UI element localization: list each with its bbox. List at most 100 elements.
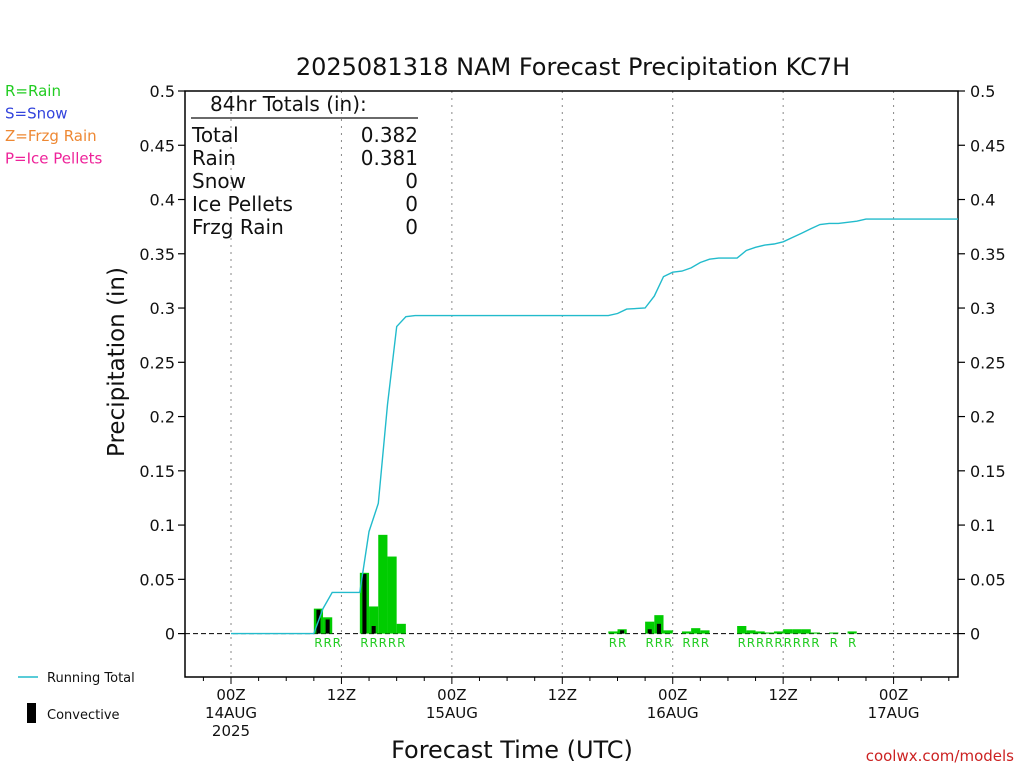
precip-bar (829, 632, 839, 634)
type-marker: R (655, 636, 663, 650)
totals-row-value: 0 (405, 169, 418, 193)
totals-row-value: 0.381 (361, 146, 418, 170)
precip-bar (755, 631, 765, 634)
totals-row-label: Ice Pellets (192, 192, 293, 216)
x-tick-label: 17AUG (868, 704, 920, 722)
x-tick-label: 14AUG (205, 704, 257, 722)
totals-row-value: 0 (405, 192, 418, 216)
precip-bar (746, 630, 756, 634)
convective-bar (371, 625, 376, 634)
type-marker: R (756, 636, 764, 650)
precip-bar (792, 629, 802, 634)
type-marker: R (314, 636, 322, 650)
convective-bar (325, 619, 330, 634)
y-tick-label: 0.35 (139, 245, 175, 264)
totals-row-label: Total (191, 123, 239, 147)
type-legend-entry: P=Ice Pellets (5, 150, 102, 168)
right-y-axis: 0 0.05 0.1 0.15 0.2 0.25 0.3 0.35 0.4 0.45 0.5 (958, 82, 1006, 644)
type-marker: R (765, 636, 773, 650)
x-tick-label: 12Z (548, 686, 577, 704)
x-axis-label: Forecast Time (UTC) (391, 736, 633, 764)
y-tick-label: 0.4 (150, 191, 175, 210)
precip-type-legend: R=Rain S=Snow Z=Frzg Rain P=Ice Pellets (5, 82, 102, 168)
type-marker: R (379, 636, 387, 650)
type-marker: R (388, 636, 396, 650)
type-marker: R (618, 636, 626, 650)
convective-swatch (27, 703, 36, 723)
precip-bar (396, 623, 406, 634)
type-marker: R (323, 636, 331, 650)
y-tick-label: 0 (165, 625, 175, 644)
y-tick-label-right: 0.1 (970, 516, 995, 535)
type-legend-entry: S=Snow (5, 105, 68, 123)
x-tick-label: 16AUG (647, 704, 699, 722)
type-marker: R (774, 636, 782, 650)
type-marker: R (664, 636, 672, 650)
x-tick-label: 12Z (327, 686, 356, 704)
running-total-line (231, 218, 958, 635)
totals-row-label: Snow (192, 169, 246, 193)
type-marker: R (646, 636, 654, 650)
totals-row-label: Frzg Rain (192, 215, 284, 239)
type-marker: R (848, 636, 856, 650)
precip-bar (737, 625, 747, 634)
precip-bar (773, 631, 784, 634)
y-tick-label-right: 0.4 (970, 191, 995, 210)
y-tick-label: 0.45 (139, 136, 175, 155)
y-tick-label-right: 0.25 (970, 353, 1006, 372)
series-legend: Running Total Convective (18, 671, 135, 723)
y-tick-label-right: 0.35 (970, 245, 1006, 264)
precip-bar (847, 631, 857, 634)
type-marker: R (793, 636, 801, 650)
type-marker: R (811, 636, 819, 650)
precip-bar (369, 606, 379, 634)
convective-legend-label: Convective (47, 708, 120, 723)
type-marker: R (692, 636, 700, 650)
x-tick-label: 2025 (212, 722, 250, 740)
type-marker: R (738, 636, 746, 650)
y-tick-label: 0.2 (150, 408, 175, 427)
precip-bar (663, 630, 673, 634)
running-total-legend-label: Running Total (47, 671, 135, 686)
y-tick-label-right: 0.05 (970, 570, 1006, 589)
y-tick-label-right: 0.3 (970, 299, 995, 318)
y-tick-label: 0.5 (150, 82, 175, 101)
x-tick-label: 00Z (437, 686, 466, 704)
type-marker: R (830, 636, 838, 650)
type-marker: R (397, 636, 405, 650)
y-tick-label-right: 0.15 (970, 462, 1006, 481)
type-marker: R (701, 636, 709, 650)
totals-row-label: Rain (192, 146, 236, 170)
totals-row-value: 0.382 (361, 123, 418, 147)
type-marker: R (609, 636, 617, 650)
precip-bar (645, 621, 655, 634)
y-tick-label: 0.15 (139, 462, 175, 481)
convective-bar (656, 623, 661, 634)
y-tick-label-right: 0.2 (970, 408, 995, 427)
precip-bar (387, 556, 397, 634)
precip-bar (764, 632, 774, 634)
precip-bar (801, 629, 811, 634)
x-tick-label: 00Z (658, 686, 687, 704)
type-legend-entry: Z=Frzg Rain (5, 127, 97, 145)
convective-bar (362, 573, 367, 634)
convective-bar (647, 629, 652, 634)
x-tick-label: 00Z (216, 686, 245, 704)
totals-header: 84hr Totals (in): (210, 92, 367, 116)
precip-bar (691, 628, 701, 634)
x-tick-label: 15AUG (426, 704, 478, 722)
convective-bar (620, 630, 625, 634)
chart-title: 2025081318 NAM Forecast Precipitation KC… (296, 53, 850, 81)
precip-bar (810, 632, 820, 634)
precip-bar (783, 629, 793, 634)
type-marker: R (682, 636, 690, 650)
y-tick-label-right: 0.45 (970, 136, 1006, 155)
type-legend-entry: R=Rain (5, 82, 61, 100)
type-marker: R (802, 636, 810, 650)
type-marker: R (784, 636, 792, 650)
y-tick-label: 0.25 (139, 353, 175, 372)
y-tick-label-right: 0.5 (970, 82, 995, 101)
type-marker: R (333, 636, 341, 650)
